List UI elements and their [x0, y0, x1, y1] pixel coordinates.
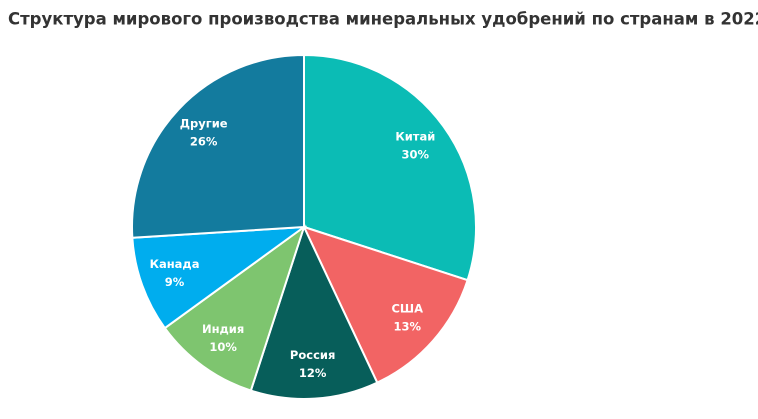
slice-label: Другие: [180, 116, 228, 130]
slice-value: 30%: [402, 148, 430, 162]
pie-slice: [249, 224, 379, 400]
slice-value: 9%: [165, 275, 185, 289]
slice-label: Канада: [150, 257, 200, 271]
chart-title: Структура мирового производства минераль…: [8, 10, 758, 29]
slice-value: 12%: [299, 366, 327, 380]
slice-value: 13%: [393, 319, 421, 333]
pie-slice: [163, 224, 306, 392]
pie-slice: [131, 53, 305, 239]
slice-label: США: [391, 301, 423, 315]
pie-slice: [303, 53, 477, 282]
slice-label: Китай: [395, 130, 435, 144]
slice-label: Россия: [290, 348, 335, 362]
pie-slice: [302, 225, 469, 384]
slice-value: 10%: [209, 340, 237, 354]
slice-label: Индия: [202, 322, 244, 336]
pie-slice: [131, 225, 308, 330]
slice-value: 26%: [190, 134, 218, 148]
